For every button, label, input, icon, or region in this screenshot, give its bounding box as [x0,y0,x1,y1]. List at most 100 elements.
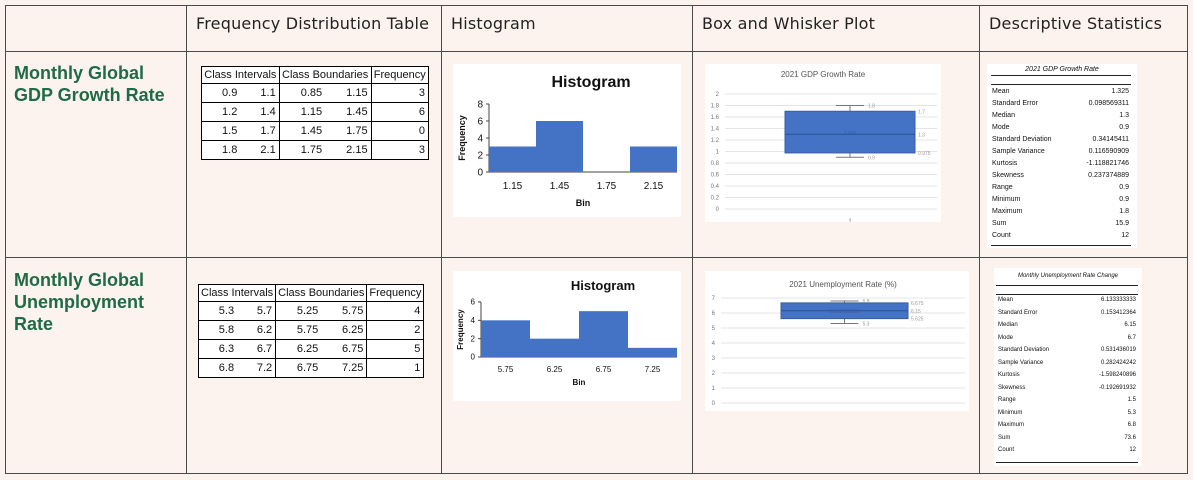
row-label-unemp-line1: Monthly Global [14,270,144,290]
y-tick-label: 0.6 [711,173,720,179]
freq-cell: 6.2 [237,320,277,340]
freq-header-frequency: Frequency [370,66,430,84]
x-tick-label: 1.45 [550,181,570,192]
stats-label: Count [992,232,1011,239]
table-row: 6.8 7.2 6.75 7.25 1 [198,358,425,378]
freq-table-unemployment: Class Intervals Class Boundaries Frequen… [197,284,425,378]
freq-cell: 0 [370,121,430,141]
x-tick-label: 1.15 [503,181,523,192]
row-label-gdp-line1: Monthly Global [14,63,144,83]
freq-cell: 1.8 [201,140,241,160]
max-label: 6.8 [863,299,870,305]
stats-value: 73.6 [1124,434,1136,441]
x-axis-label: Bin [576,198,591,208]
q3-label: 1.7 [918,109,925,115]
stats-label: Minimum [998,409,1023,416]
y-tick-label: 7 [712,296,716,302]
y-tick-label: 1.8 [711,104,720,110]
header-box-plot: Box and Whisker Plot [702,14,876,33]
median-label: 1.3 [918,132,925,138]
row-label-unemp-line2: Unemployment [14,292,145,312]
grid-header-bottom [5,51,1188,52]
q1-label: 0.975 [918,151,931,157]
y-tick-label: 2 [471,334,476,343]
y-tick-label: 5 [712,326,716,332]
y-tick-label: 4 [477,133,483,144]
y-tick-label: 4 [471,316,476,325]
max-label: 1.8 [868,104,875,110]
stats-value: 15.9 [1115,220,1129,227]
header-descriptive-stats: Descriptive Statistics [989,14,1163,33]
stats-value: 6.133333333 [1100,297,1136,303]
y-tick-label: 8 [477,99,483,110]
stats-value: 0.9 [1119,196,1129,203]
row-label-unemployment: Monthly Global Unemployment Rate [14,269,144,335]
y-tick-label: 1 [716,150,720,156]
y-tick-label: 0.8 [711,161,720,167]
freq-cell: 0.85 [278,83,326,103]
y-axis-label: Frequency [457,115,467,161]
freq-cell: 6.3 [198,339,238,359]
table-row: 5.3 5.7 5.25 5.75 4 [198,301,425,321]
x-tick-label: 1 [848,219,852,222]
stats-unemployment: Monthly Unemployment Rate Change Mean 6.13… [994,268,1142,466]
chart-title: Histogram [571,278,635,293]
y-tick-label: 2 [477,150,483,161]
freq-cell: 1.75 [325,121,372,141]
y-tick-label: 0 [712,401,716,407]
y-tick-label: 3 [712,356,716,362]
stats-label: Sample Variance [992,148,1045,155]
freq-cell: 1.45 [278,121,326,141]
stats-value: 0.116590909 [1088,148,1129,155]
y-tick-label: 0 [477,167,483,178]
y-tick-label: 2 [712,371,716,377]
histogram-bar [536,121,583,172]
boxplot-unemployment: 2021 Unemployment Rate (%) 0 1 2 3 4 5 6 7 6.8 6.6… [712,280,965,407]
y-tick-label: 1 [712,386,716,392]
grid-bottom [5,473,1188,474]
row-label-unemp-line3: Rate [14,314,54,334]
mean-label: 6.133333333 [830,309,859,315]
stats-label: Kurtosis [998,372,1020,378]
table-row: 1.8 2.1 1.75 2.15 3 [201,140,430,160]
stats-value: 6.15 [1124,322,1136,328]
y-tick-label: 6 [712,311,716,317]
header-frequency-table: Frequency Distribution Table [196,14,430,33]
grid-v-right [1187,5,1188,474]
freq-cell: 6.25 [321,320,368,340]
x-tick-label: 2.15 [644,181,664,192]
stats-gdp: 2021 GDP Growth Rate Mean 1.325 Standard Er… [987,64,1137,248]
stats-label: Standard Deviation [992,136,1052,143]
histogram-bar [630,146,677,172]
boxplot-unemployment-card: 2021 Unemployment Rate (%) 0 1 2 3 4 5 6 7 6.8 6.6… [705,271,969,411]
stats-label: Mean [998,297,1014,303]
stats-label: Mean [992,88,1010,95]
stats-value: 1.3 [1119,112,1129,119]
y-tick-label: 1.2 [711,138,720,144]
header-histogram: Histogram [451,14,536,33]
histogram-bar [489,146,536,172]
stats-value: 1.8 [1119,208,1129,215]
stats-label: Sum [992,220,1007,227]
histogram-bar [481,320,530,357]
histogram-gdp: Histogram 0 2 4 6 8 1.15 1.45 1.75 2.15 Bin Frequen… [457,74,677,208]
y-tick-label: 1.6 [711,115,720,121]
stats-label: Minimum [992,196,1021,203]
freq-cell: 7.25 [321,358,368,378]
stats-label: Maximum [998,422,1025,428]
stats-value: 0.9 [1119,124,1129,131]
y-tick-label: 6 [477,116,483,127]
freq-cell: 2.15 [325,140,372,160]
x-tick-label: 6.75 [596,365,612,374]
histogram-gdp-card: Histogram 0 2 4 6 8 1.15 1.45 1.75 2.15 Bin Frequen… [453,64,681,217]
stats-label: Standard Deviation [998,347,1050,353]
x-tick-label: 7.25 [645,365,661,374]
table-row: 0.9 1.1 0.85 1.15 3 [201,83,430,103]
stats-label: Range [992,184,1013,191]
y-tick-label: 0 [471,353,476,362]
stats-label: Standard Error [992,100,1038,107]
stats-label: Median [992,112,1015,119]
freq-cell: 6.25 [275,339,322,359]
stats-label: Count [998,447,1015,453]
freq-cell: 0.9 [201,83,241,103]
